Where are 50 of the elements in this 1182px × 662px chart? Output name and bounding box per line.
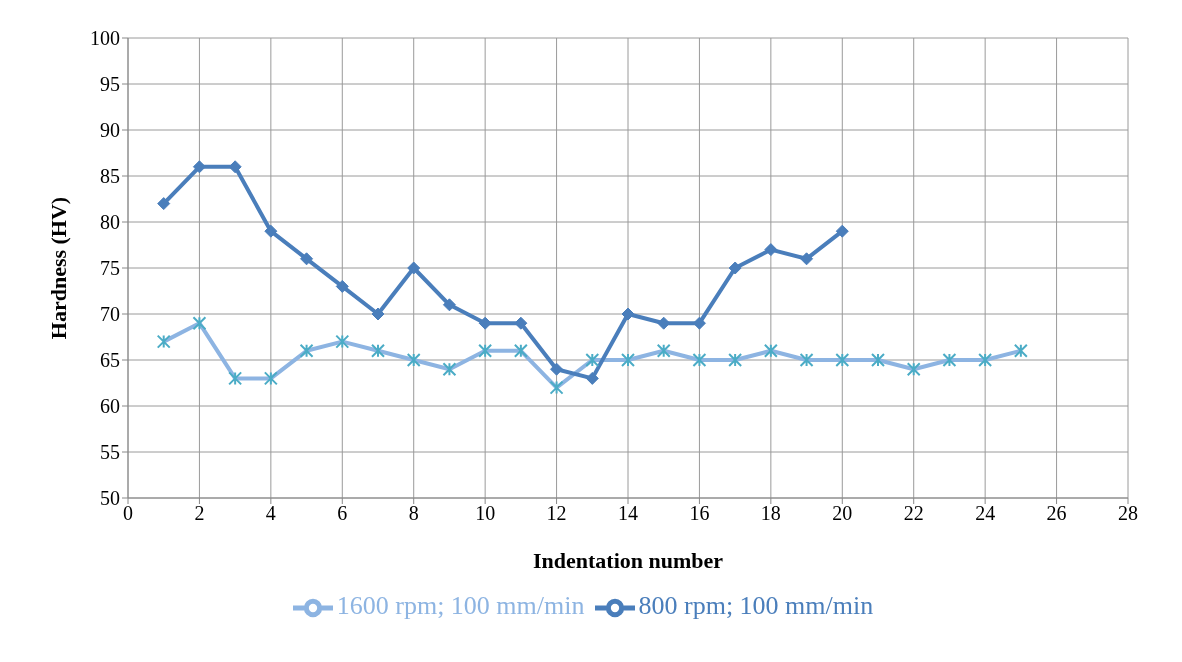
point <box>800 252 814 266</box>
x-tick-label: 8 <box>408 502 419 525</box>
y-tick-label: 50 <box>100 487 120 510</box>
x-tick-label: 12 <box>546 502 567 525</box>
point <box>442 298 456 312</box>
y-tick-label: 95 <box>100 73 120 96</box>
point <box>157 197 171 211</box>
x-tick-label: 22 <box>903 502 924 525</box>
point <box>407 261 421 275</box>
y-tick-label: 55 <box>100 441 120 464</box>
x-tick-label: 6 <box>337 502 348 525</box>
point <box>478 316 492 330</box>
point <box>835 224 849 238</box>
x-tick-label: 2 <box>194 502 205 525</box>
x-tick-label: 26 <box>1046 502 1067 525</box>
y-tick-label: 75 <box>100 257 120 280</box>
x-tick-label: 4 <box>265 502 276 525</box>
legend-label: 800 rpm; 100 mm/min <box>638 590 874 620</box>
x-tick-label: 24 <box>975 502 996 525</box>
point <box>657 316 671 330</box>
x-tick-label: 18 <box>760 502 781 525</box>
x-axis-title: Indentation number <box>532 548 724 573</box>
point <box>728 261 742 275</box>
x-tick-label: 10 <box>475 502 496 525</box>
point <box>764 243 778 257</box>
point <box>585 371 599 385</box>
x-tick-label: 14 <box>618 502 638 525</box>
point <box>621 307 635 321</box>
x-tick-label: 28 <box>1118 502 1138 525</box>
point <box>335 279 349 293</box>
x-tick-label: 16 <box>689 502 710 525</box>
x-tick-label: 0 <box>123 502 133 525</box>
y-tick-label: 100 <box>90 27 120 50</box>
y-axis-title: Hardness (HV) <box>45 196 71 340</box>
y-tick-label: 60 <box>100 395 120 418</box>
y-tick-label: 65 <box>100 349 120 372</box>
point <box>300 252 314 266</box>
point <box>692 316 706 330</box>
y-tick-label: 90 <box>100 119 120 142</box>
point <box>514 316 528 330</box>
legend-label: 1600 rpm; 100 mm/min <box>336 590 585 620</box>
x-tick-label: 20 <box>832 502 853 525</box>
point <box>371 307 385 321</box>
y-tick-label: 85 <box>100 165 120 188</box>
point <box>264 224 278 238</box>
point <box>192 160 206 174</box>
y-tick-label: 80 <box>100 211 120 234</box>
point <box>228 160 242 174</box>
y-tick-label: 70 <box>100 303 120 326</box>
point <box>550 362 564 376</box>
